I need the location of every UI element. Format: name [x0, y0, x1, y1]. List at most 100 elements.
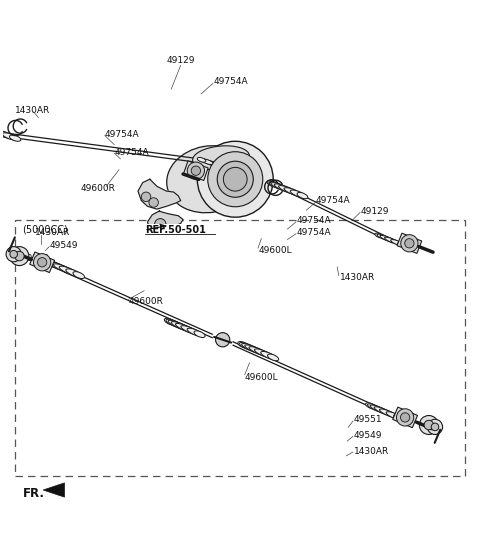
Circle shape [6, 247, 21, 262]
Circle shape [149, 198, 158, 207]
Circle shape [141, 192, 151, 201]
Ellipse shape [368, 404, 383, 412]
Ellipse shape [267, 181, 278, 187]
Circle shape [10, 251, 17, 258]
Circle shape [427, 419, 443, 435]
Text: 49549: 49549 [354, 431, 383, 440]
Text: 49600R: 49600R [129, 297, 163, 306]
Circle shape [37, 258, 47, 267]
Circle shape [400, 413, 410, 422]
Ellipse shape [284, 187, 304, 197]
Ellipse shape [0, 127, 9, 137]
Polygon shape [138, 179, 180, 209]
Ellipse shape [197, 158, 206, 162]
Ellipse shape [254, 349, 275, 359]
Ellipse shape [386, 411, 402, 420]
Ellipse shape [187, 328, 204, 337]
Text: 49129: 49129 [167, 56, 195, 65]
Ellipse shape [192, 146, 250, 170]
Ellipse shape [200, 159, 214, 165]
Ellipse shape [0, 131, 17, 139]
Ellipse shape [214, 164, 228, 170]
Polygon shape [397, 233, 422, 253]
Ellipse shape [384, 237, 401, 244]
Ellipse shape [208, 161, 225, 169]
Circle shape [155, 218, 166, 230]
Text: 49600L: 49600L [259, 246, 293, 255]
Circle shape [431, 423, 439, 431]
Circle shape [14, 252, 24, 261]
Polygon shape [43, 483, 64, 497]
Text: 49600R: 49600R [81, 184, 116, 193]
Ellipse shape [398, 242, 406, 247]
Ellipse shape [2, 133, 19, 140]
Ellipse shape [176, 324, 198, 334]
Text: REF.50-501: REF.50-501 [145, 225, 206, 235]
Text: 49551: 49551 [354, 415, 383, 424]
Ellipse shape [0, 129, 13, 138]
Text: (5000CC): (5000CC) [22, 225, 68, 234]
Ellipse shape [167, 145, 252, 213]
Ellipse shape [171, 322, 194, 332]
Text: 1430AR: 1430AR [340, 273, 375, 282]
Ellipse shape [168, 320, 189, 330]
Circle shape [197, 141, 273, 217]
Circle shape [405, 239, 414, 248]
Text: 49754A: 49754A [114, 148, 149, 156]
Ellipse shape [290, 190, 306, 198]
Ellipse shape [249, 347, 272, 357]
Circle shape [396, 409, 414, 426]
Ellipse shape [261, 352, 277, 360]
Text: 49600L: 49600L [245, 373, 278, 382]
Ellipse shape [271, 182, 291, 192]
Ellipse shape [370, 405, 390, 414]
Ellipse shape [46, 260, 67, 271]
Ellipse shape [380, 409, 399, 419]
Ellipse shape [238, 342, 249, 348]
Text: 49754A: 49754A [105, 129, 139, 139]
Text: 1430AR: 1430AR [35, 228, 70, 237]
Circle shape [34, 254, 51, 271]
Ellipse shape [181, 326, 201, 336]
Ellipse shape [164, 319, 175, 325]
Text: 49551: 49551 [22, 254, 50, 263]
Ellipse shape [394, 415, 404, 421]
Text: 1430AR: 1430AR [14, 106, 50, 115]
Circle shape [191, 166, 201, 175]
Ellipse shape [10, 135, 21, 141]
Ellipse shape [375, 233, 383, 238]
Ellipse shape [380, 236, 396, 243]
Text: 1430AR: 1430AR [354, 447, 389, 456]
Ellipse shape [66, 269, 83, 278]
Polygon shape [30, 252, 55, 273]
Text: FR.: FR. [23, 487, 45, 500]
Polygon shape [147, 211, 183, 231]
Circle shape [424, 420, 433, 430]
Ellipse shape [366, 403, 376, 409]
Text: 49129: 49129 [361, 206, 389, 216]
Circle shape [187, 162, 204, 179]
Ellipse shape [0, 126, 3, 135]
Polygon shape [184, 161, 208, 180]
Ellipse shape [374, 407, 396, 417]
Circle shape [401, 234, 418, 252]
Ellipse shape [269, 181, 285, 189]
Circle shape [223, 168, 247, 191]
Ellipse shape [73, 272, 84, 279]
Polygon shape [393, 407, 418, 427]
Ellipse shape [274, 184, 296, 194]
Ellipse shape [297, 192, 308, 199]
Circle shape [10, 247, 29, 265]
Circle shape [420, 415, 438, 435]
Circle shape [217, 161, 253, 197]
Text: 49754A: 49754A [297, 228, 332, 237]
Circle shape [208, 152, 263, 207]
Ellipse shape [240, 342, 256, 351]
Ellipse shape [49, 262, 72, 273]
Ellipse shape [194, 331, 205, 337]
Text: 49754A: 49754A [297, 216, 332, 225]
Ellipse shape [241, 343, 262, 353]
Ellipse shape [166, 319, 182, 327]
Ellipse shape [203, 160, 220, 167]
Ellipse shape [41, 258, 53, 265]
